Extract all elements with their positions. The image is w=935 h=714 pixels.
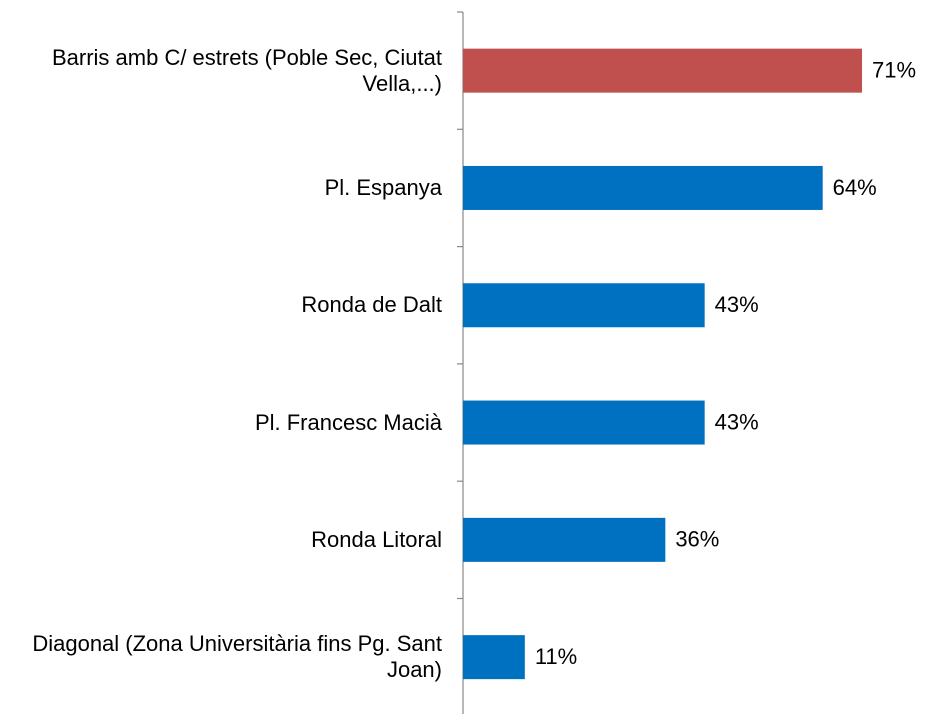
category-label: Pl. Espanya	[324, 174, 442, 200]
category-label: Ronda Litoral	[311, 526, 442, 552]
bar	[463, 283, 705, 328]
bar	[463, 400, 705, 445]
value-label: 43%	[715, 292, 759, 317]
bar	[463, 165, 823, 210]
value-label: 71%	[872, 57, 916, 82]
bar	[463, 517, 666, 562]
bar	[463, 635, 525, 680]
category-label: Barris amb C/ estrets (Poble Sec, Ciutat…	[51, 44, 442, 96]
category-label: Pl. Francesc Macià	[254, 409, 442, 435]
category-label: Diagonal (Zona Universitària fins Pg. Sa…	[32, 631, 442, 683]
value-label: 43%	[715, 409, 759, 434]
bar	[463, 48, 863, 93]
value-label: 11%	[535, 644, 577, 669]
category-label: Ronda de Dalt	[301, 292, 442, 318]
value-label: 36%	[675, 527, 719, 552]
value-label: 64%	[833, 175, 877, 200]
